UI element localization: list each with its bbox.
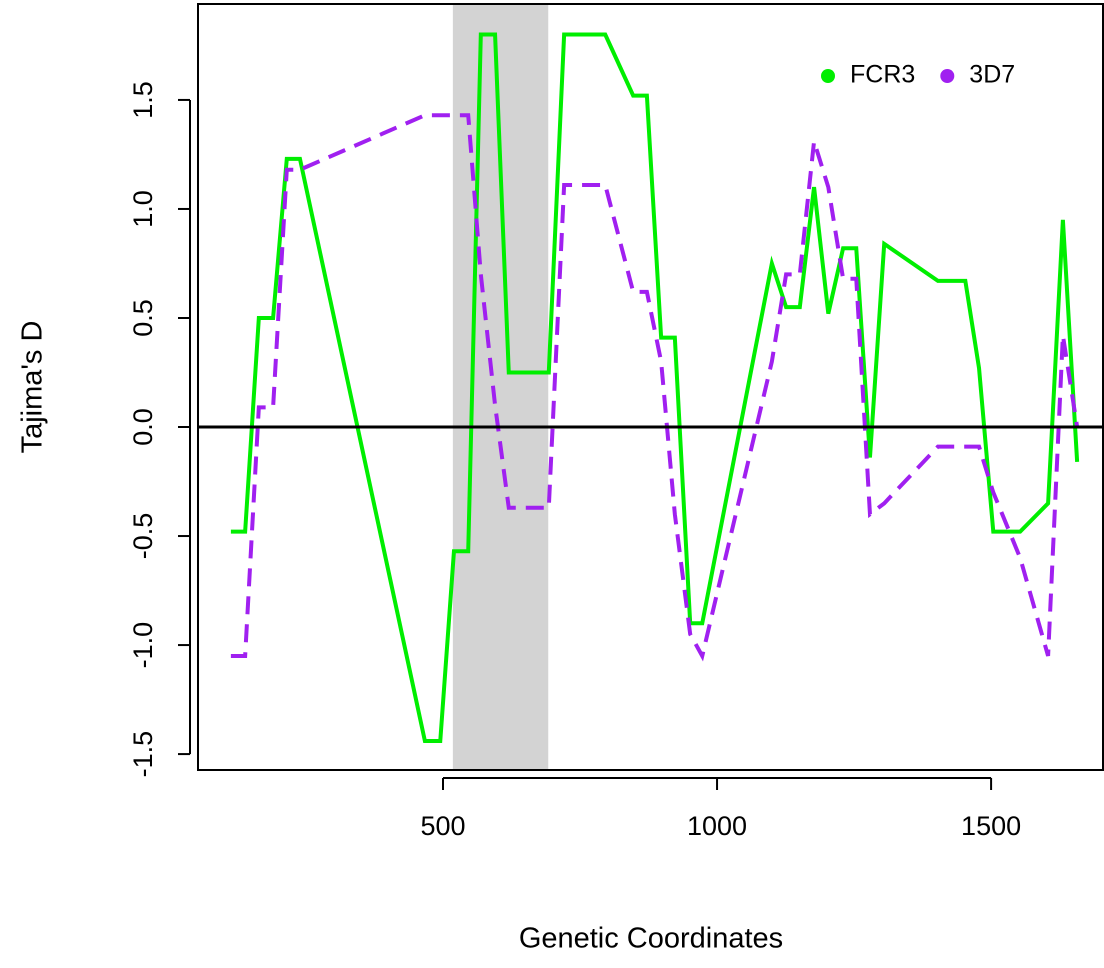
- plot-frame: [197, 3, 1104, 771]
- y-axis-title: Tajima's D: [17, 321, 49, 454]
- y-tick-label: 0.5: [128, 299, 158, 337]
- y-tick-label: 1.0: [128, 190, 158, 228]
- y-tick-label: -1.0: [128, 622, 158, 669]
- y-tick-label: 0.0: [128, 408, 158, 446]
- legend-marker: [940, 69, 955, 83]
- x-tick-label: 1500: [961, 811, 1021, 841]
- y-tick-label: 1.5: [128, 81, 158, 119]
- series-line: [230, 32, 1080, 743]
- legend-label: FCR3: [850, 61, 915, 89]
- x-axis-title: Genetic Coordinates: [519, 923, 783, 955]
- y-tick-label: -0.5: [128, 513, 158, 560]
- legend-label: 3D7: [969, 61, 1015, 89]
- legend-marker: [821, 69, 835, 83]
- series-line: [230, 113, 1080, 662]
- x-tick-label: 500: [420, 811, 465, 841]
- x-tick-label: 1000: [687, 811, 747, 841]
- y-tick-label: -1.5: [128, 731, 158, 778]
